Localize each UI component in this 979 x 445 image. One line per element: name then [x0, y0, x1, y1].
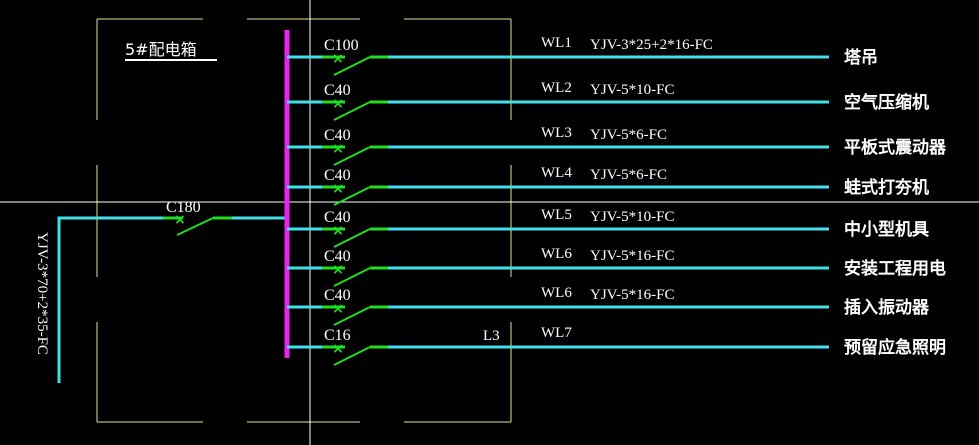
breaker-trip-x-icon: ×: [332, 262, 344, 278]
breaker-switch: [333, 306, 371, 326]
circuit-row: ×C40 WL4 YJV-5*6-FC 蛙式打夯机: [287, 165, 929, 206]
circuit-row: ×C40 WL3 YJV-5*6-FC 平板式震动器: [287, 125, 947, 166]
circuit-row: ×C40 WL6 YJV-5*16-FC 安装工程用电: [287, 246, 946, 287]
breaker-label: C40: [324, 248, 351, 265]
breaker-switch: [333, 346, 371, 366]
load-name: 塔吊: [844, 47, 878, 68]
cable-spec: YJV-5*6-FC: [590, 127, 667, 143]
panel-title: 5#配电箱: [125, 40, 197, 59]
circuit-row: ×C40 WL2 YJV-5*10-FC 空气压缩机: [287, 80, 929, 121]
breaker-label: C40: [324, 82, 351, 99]
breaker-switch: [333, 228, 371, 248]
breaker-trip-x-icon: ×: [332, 341, 344, 357]
circuit-id: WL5: [541, 207, 572, 223]
incoming-feeder: × C180 YJV-3*70+2*35-FC: [34, 199, 287, 383]
load-name: 安装工程用电: [844, 258, 946, 279]
load-name: 中小型机具: [844, 219, 929, 240]
breaker-switch: [333, 56, 371, 76]
incoming-breaker-label: C180: [166, 199, 201, 216]
breaker-label: C16: [324, 327, 351, 344]
breaker-label: C40: [324, 127, 351, 144]
cable-spec: YJV-5*10-FC: [590, 82, 674, 98]
circuit-row: ×C40 WL6 YJV-5*16-FC 插入振动器: [287, 285, 930, 326]
cable-spec: YJV-5*10-FC: [590, 209, 674, 225]
breaker-trip-x-icon: ×: [174, 212, 186, 228]
cable-spec: YJV-5*16-FC: [590, 287, 674, 303]
load-name: 插入振动器: [844, 297, 930, 318]
phase-label: L3: [483, 328, 500, 344]
circuit-row: ×C100 WL1 YJV-3*25+2*16-FC 塔吊: [287, 35, 878, 76]
circuit-id: WL7: [541, 325, 572, 341]
breaker-switch: [333, 146, 371, 166]
circuit-row: ×C16 WL7 预留应急照明: [287, 325, 946, 366]
breaker-label: C40: [324, 167, 351, 184]
circuit-id: WL6: [541, 246, 572, 262]
breaker-trip-x-icon: ×: [332, 301, 344, 317]
breaker-switch: [333, 101, 371, 121]
breaker-trip-x-icon: ×: [332, 51, 344, 67]
enclosure-dashed-box: [96, 18, 512, 423]
cable-spec: YJV-5*6-FC: [590, 167, 667, 183]
breaker-switch: [333, 186, 371, 206]
cable-spec: YJV-5*16-FC: [590, 248, 674, 264]
circuit-id: WL1: [541, 35, 572, 51]
incoming-cable-label: YJV-3*70+2*35-FC: [34, 232, 50, 355]
load-name: 空气压缩机: [844, 92, 929, 113]
load-name: 预留应急照明: [844, 337, 946, 358]
breaker-trip-x-icon: ×: [332, 141, 344, 157]
breaker-label: C40: [324, 209, 351, 226]
cable-spec: YJV-3*25+2*16-FC: [590, 37, 713, 53]
breaker-switch: [333, 267, 371, 287]
breaker-trip-x-icon: ×: [332, 96, 344, 112]
load-name: 蛙式打夯机: [844, 177, 929, 198]
breaker-label: C100: [324, 37, 359, 54]
breaker-trip-x-icon: ×: [332, 181, 344, 197]
circuit-id: WL6: [541, 285, 572, 301]
circuit-id: WL3: [541, 125, 572, 141]
breaker-label: C40: [324, 287, 351, 304]
breaker-trip-x-icon: ×: [332, 223, 344, 239]
circuit-id: WL2: [541, 80, 572, 96]
load-name: 平板式震动器: [844, 137, 947, 158]
circuit-id: WL4: [541, 165, 572, 181]
circuit-row: ×C40 WL5 YJV-5*10-FC 中小型机具: [287, 207, 929, 248]
